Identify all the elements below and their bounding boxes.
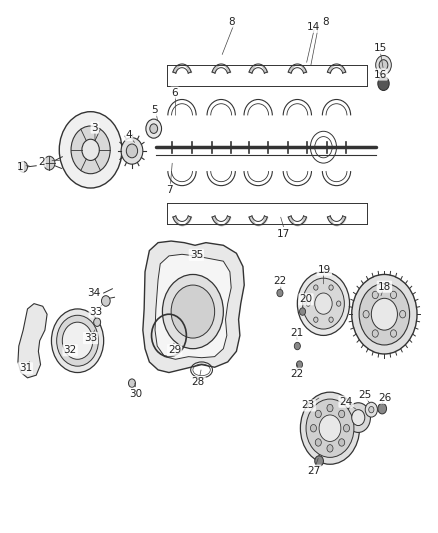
Text: 21: 21 (290, 328, 303, 338)
Circle shape (303, 278, 344, 329)
Text: 22: 22 (290, 369, 303, 378)
Circle shape (300, 308, 306, 316)
Circle shape (369, 407, 374, 413)
Text: 17: 17 (277, 229, 290, 239)
Text: 32: 32 (64, 345, 77, 356)
Text: 28: 28 (191, 377, 205, 387)
Circle shape (300, 392, 360, 464)
Circle shape (126, 144, 138, 158)
Circle shape (297, 272, 350, 335)
Polygon shape (143, 241, 244, 373)
Circle shape (371, 298, 397, 330)
Circle shape (372, 291, 378, 298)
Circle shape (346, 403, 371, 432)
Circle shape (378, 77, 389, 91)
Text: 34: 34 (87, 288, 100, 298)
Text: 23: 23 (302, 400, 315, 410)
Text: 6: 6 (171, 87, 178, 98)
Text: 31: 31 (19, 364, 32, 373)
Circle shape (314, 285, 318, 290)
Text: 33: 33 (84, 333, 97, 343)
Circle shape (102, 296, 110, 306)
Circle shape (391, 291, 396, 298)
Circle shape (19, 161, 28, 172)
Circle shape (327, 405, 333, 412)
Circle shape (376, 55, 391, 75)
Text: 35: 35 (190, 250, 203, 260)
Circle shape (391, 330, 396, 337)
Text: 24: 24 (339, 397, 353, 407)
Circle shape (44, 156, 55, 170)
Circle shape (399, 311, 406, 318)
Circle shape (306, 301, 311, 306)
Circle shape (352, 274, 417, 354)
Circle shape (62, 322, 93, 359)
Polygon shape (18, 304, 47, 378)
Circle shape (315, 456, 323, 466)
Text: 8: 8 (322, 17, 329, 27)
Text: 5: 5 (151, 105, 158, 115)
Polygon shape (155, 254, 231, 359)
Text: 25: 25 (358, 390, 371, 400)
Circle shape (277, 289, 283, 297)
Circle shape (146, 119, 162, 138)
Text: 27: 27 (307, 466, 321, 475)
Circle shape (327, 445, 333, 452)
Text: 22: 22 (273, 276, 286, 286)
Circle shape (51, 309, 104, 373)
Circle shape (314, 317, 318, 322)
Circle shape (379, 60, 388, 70)
Circle shape (339, 410, 345, 418)
Text: 29: 29 (168, 345, 181, 356)
Circle shape (297, 361, 303, 368)
Text: 2: 2 (38, 157, 45, 166)
Circle shape (378, 403, 387, 414)
Circle shape (162, 274, 223, 349)
Circle shape (306, 399, 354, 457)
Circle shape (315, 410, 321, 418)
Text: 26: 26 (378, 393, 391, 403)
Text: 8: 8 (229, 17, 235, 27)
Circle shape (359, 284, 410, 345)
Text: 3: 3 (92, 123, 98, 133)
Text: 15: 15 (374, 43, 387, 53)
Circle shape (71, 126, 110, 174)
Circle shape (315, 439, 321, 446)
Circle shape (329, 285, 333, 290)
Circle shape (171, 285, 215, 338)
Text: 18: 18 (378, 281, 391, 292)
Text: 30: 30 (129, 389, 142, 399)
Text: 14: 14 (307, 22, 321, 32)
Circle shape (363, 311, 369, 318)
Circle shape (343, 424, 350, 432)
Circle shape (311, 424, 317, 432)
Circle shape (372, 330, 378, 337)
Circle shape (150, 124, 158, 133)
Text: 19: 19 (318, 265, 331, 274)
Circle shape (315, 293, 332, 314)
Circle shape (329, 317, 333, 322)
Circle shape (339, 439, 345, 446)
Text: 4: 4 (126, 130, 132, 140)
Text: 16: 16 (374, 70, 387, 79)
Circle shape (121, 138, 143, 164)
Circle shape (294, 342, 300, 350)
Circle shape (57, 316, 99, 366)
Text: 33: 33 (90, 306, 103, 317)
Circle shape (336, 301, 341, 306)
Circle shape (94, 318, 101, 326)
Circle shape (128, 379, 135, 387)
Circle shape (59, 112, 122, 188)
Text: 20: 20 (300, 294, 313, 304)
Circle shape (365, 402, 378, 417)
Text: 7: 7 (166, 184, 173, 195)
Circle shape (82, 139, 99, 160)
Text: 1: 1 (16, 162, 23, 172)
Circle shape (352, 410, 365, 425)
Circle shape (319, 415, 341, 441)
